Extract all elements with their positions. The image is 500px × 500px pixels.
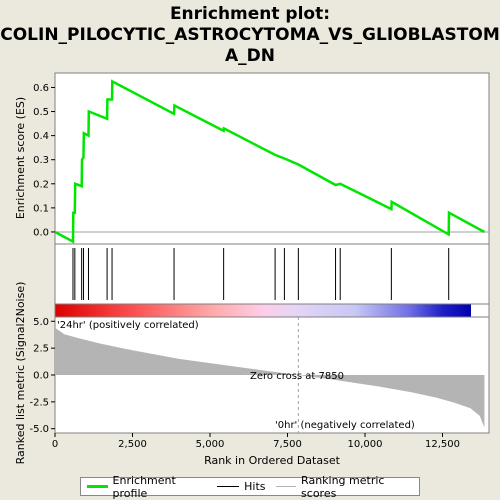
es-ytick-label: 0.5: [33, 107, 49, 118]
metric-y-axis: -5.0 -2.5 0.0 2.5 5.0: [29, 317, 55, 435]
es-ytick-label: 0.3: [33, 155, 49, 166]
x-axis-label: Rank in Ordered Dataset: [204, 454, 341, 467]
legend-item-enrichment: Enrichment profile: [87, 474, 207, 500]
hits-panel: [54, 243, 490, 305]
metric-x-axis: 0 2,500 5,000 7,500 10,000 12,500: [52, 433, 460, 450]
es-ytick-label: 0.1: [33, 203, 49, 214]
rank-color-bar: [55, 304, 471, 317]
title-line-2: COLIN_PILOCYTIC_ASTROCYTOMA_VS_GLIOBLAST…: [0, 25, 500, 45]
xtick-label: 12,500: [425, 439, 460, 450]
plot-title: Enrichment plot: COLIN_PILOCYTIC_ASTROCY…: [0, 4, 500, 67]
legend-item-hits: Hits: [217, 480, 266, 493]
metric-swatch: [275, 486, 297, 487]
metric-y-axis-label: Ranked list metric (Signal2Noise): [14, 282, 27, 465]
metric-ytick-label: 5.0: [33, 317, 49, 328]
legend: Enrichment profile Hits Ranking metric s…: [80, 474, 420, 500]
legend-label-metric: Ranking metric scores: [301, 473, 385, 500]
negative-label: '0hr' (negatively correlated): [275, 420, 415, 431]
xtick-label: 5,000: [196, 439, 225, 450]
enrichment-profile-line: [54, 79, 485, 244]
xtick-label: 2,500: [118, 439, 147, 450]
metric-ytick-label: 0.0: [33, 371, 49, 382]
es-y-axis-label: Enrichment score (ES): [14, 97, 27, 219]
enrichment-swatch: [87, 485, 108, 488]
title-line-1: Enrichment plot:: [169, 4, 331, 24]
metric-ytick-label: -2.5: [29, 397, 49, 408]
title-line-3: A_DN: [225, 46, 275, 66]
zero-cross-label: Zero cross at 7850: [250, 371, 344, 382]
hits-marks: [72, 248, 450, 300]
rank-color-bar-end: [471, 304, 489, 317]
xtick-label: 7,500: [273, 439, 302, 450]
es-ytick-label: 0.6: [33, 83, 49, 94]
xtick-label: 0: [52, 439, 58, 450]
es-ytick-label: 0.4: [33, 131, 49, 142]
xtick-label: 10,000: [348, 439, 383, 450]
metric-ytick-label: 2.5: [33, 344, 49, 355]
hits-swatch: [217, 486, 240, 487]
metric-ytick-label: -5.0: [29, 424, 49, 435]
es-ytick-label: 0.0: [33, 227, 49, 238]
es-y-axis: 0.0 0.1 0.2 0.3 0.4 0.5 0.6: [33, 83, 55, 238]
legend-label-enrichment: Enrichment profile: [112, 473, 176, 500]
legend-label-hits: Hits: [244, 480, 266, 493]
legend-item-metric: Ranking metric scores: [275, 473, 415, 500]
ranking-metric-area: [55, 327, 485, 428]
es-plot-area: [54, 72, 490, 245]
es-ytick-label: 0.2: [33, 179, 49, 190]
positive-label: '24hr' (positively correlated): [57, 320, 199, 331]
